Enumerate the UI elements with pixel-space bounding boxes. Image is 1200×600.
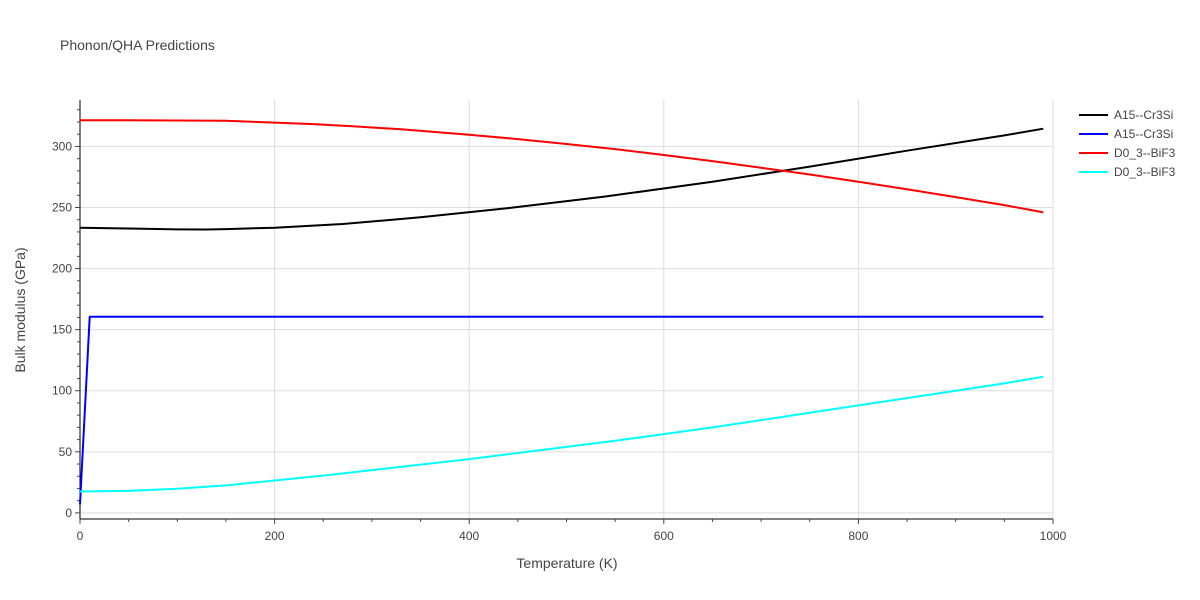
chart-title: Phonon/QHA Predictions xyxy=(60,37,215,53)
y-axis-label: Bulk modulus (GPa) xyxy=(12,247,28,372)
legend-item-3[interactable]: D0_3--BiF3 xyxy=(1079,146,1176,160)
legend-item-4[interactable]: D0_3--BiF3 xyxy=(1079,165,1176,179)
legend-label: D0_3--BiF3 xyxy=(1114,146,1176,160)
axes xyxy=(75,100,1054,524)
x-tick-label: 400 xyxy=(459,529,479,543)
legend-label: A15--Cr3Si xyxy=(1114,108,1173,122)
series-line-4[interactable] xyxy=(79,375,1044,493)
series-line-1[interactable] xyxy=(79,127,1044,231)
x-tick-label: 800 xyxy=(848,529,868,543)
x-tick-label: 0 xyxy=(77,529,84,543)
legend-item-1[interactable]: A15--Cr3Si xyxy=(1079,108,1173,122)
y-tick-label: 200 xyxy=(52,262,72,276)
series-line-2[interactable] xyxy=(79,315,1044,505)
x-tick-label: 600 xyxy=(654,529,674,543)
y-tick-label: 250 xyxy=(52,200,72,214)
y-tick-label: 50 xyxy=(59,445,73,459)
x-axis-label: Temperature (K) xyxy=(516,555,617,571)
y-tick-label: 300 xyxy=(52,139,72,153)
y-tick-label: 100 xyxy=(52,384,72,398)
legend[interactable]: A15--Cr3Si A15--Cr3Si D0_3--BiF3 D0_3--BiF3 xyxy=(1079,108,1176,179)
series-line-3[interactable] xyxy=(79,119,1044,214)
tick-labels: 0 200 400 600 800 1000 0 50 100 150 200 250 300 xyxy=(52,139,1067,543)
legend-label: A15--Cr3Si xyxy=(1114,127,1173,141)
x-tick-label: 1000 xyxy=(1040,529,1067,543)
legend-item-2[interactable]: A15--Cr3Si xyxy=(1079,127,1173,141)
y-tick-label: 150 xyxy=(52,323,72,337)
y-tick-label: 0 xyxy=(65,506,72,520)
grid xyxy=(80,100,1054,519)
plot-area xyxy=(79,119,1044,505)
x-tick-label: 200 xyxy=(265,529,285,543)
legend-label: D0_3--BiF3 xyxy=(1114,165,1176,179)
